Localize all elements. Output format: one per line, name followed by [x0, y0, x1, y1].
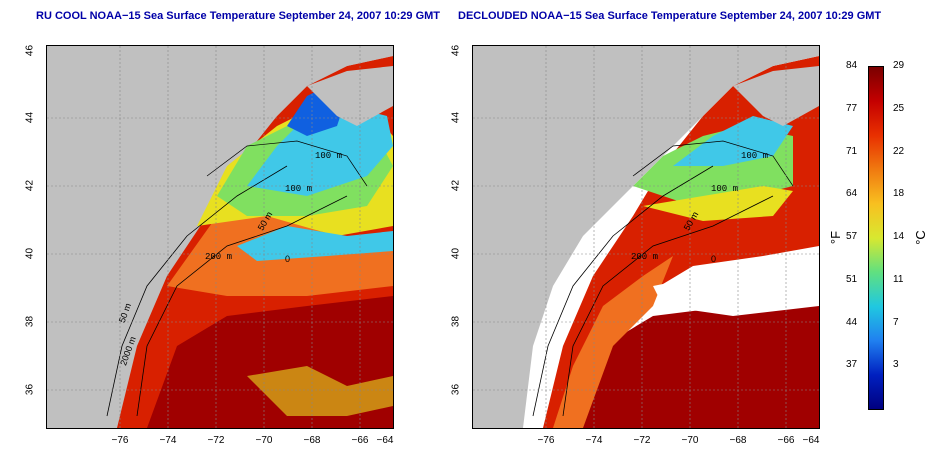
lat-tick: 46	[450, 44, 462, 57]
colorbar-f-label: 64	[846, 188, 858, 200]
colorbar-f-label: 71	[846, 145, 858, 157]
right-sst-map: 100 m 100 m 200 m 0 50 m	[472, 45, 820, 429]
colorbar-f-label: 51	[846, 273, 858, 285]
contour-label: 100 m	[711, 184, 739, 194]
lon-tick: −68	[303, 435, 321, 446]
colorbar-c-label: 22	[893, 145, 905, 157]
contour-label: 100 m	[285, 184, 313, 194]
contour-label: 100 m	[315, 151, 343, 161]
contour-label: 0	[285, 254, 291, 264]
colorbar-f-label: 84	[846, 60, 858, 71]
colorbar-f-label: 44	[846, 316, 858, 328]
colorbar-unit-c: °C	[912, 230, 928, 245]
left-sst-map: 100 m 100 m 200 m 0 50 m 50 m 2000 m	[46, 45, 394, 429]
right-sst-image	[473, 46, 819, 428]
lon-tick: −76	[111, 435, 129, 446]
lat-tick: 46	[24, 44, 36, 57]
lon-tick: −72	[207, 435, 225, 446]
left-panel-title: RU COOL NOAA−15 Sea Surface Temperature …	[36, 10, 441, 22]
left-sst-image	[47, 46, 393, 428]
lat-tick: 44	[24, 111, 36, 124]
lat-tick: 40	[450, 247, 462, 260]
colorbar-f-label: 37	[846, 359, 858, 371]
right-panel-title: DECLOUDED NOAA−15 Sea Surface Temperatur…	[458, 10, 882, 22]
colorbar-c-label: 18	[893, 188, 905, 200]
colorbar-unit-f: °F	[828, 230, 844, 245]
contour-label: 200 m	[631, 252, 659, 262]
lon-tick: −70	[255, 435, 273, 446]
contour-label: 100 m	[741, 151, 769, 161]
colorbar	[868, 66, 884, 410]
lon-tick: −66	[351, 435, 369, 446]
contour-label: 0	[711, 254, 717, 264]
lon-tick: −76	[537, 435, 555, 446]
colorbar-f-label: 77	[846, 102, 858, 114]
colorbar-c-label: 11	[893, 273, 904, 285]
colorbar-c-label: 14	[893, 231, 905, 242]
lat-tick: 42	[450, 179, 462, 192]
lat-tick: 44	[450, 111, 462, 124]
colorbar-c-label: 29	[893, 60, 905, 71]
lon-tick: −64	[802, 435, 820, 446]
lat-tick: 42	[24, 179, 36, 192]
lat-tick: 40	[24, 247, 36, 260]
lon-tick: −70	[681, 435, 699, 446]
lon-tick: −66	[777, 435, 795, 446]
lon-tick: −64	[376, 435, 394, 446]
contour-label: 200 m	[205, 252, 233, 262]
lat-tick: 36	[24, 383, 36, 396]
colorbar-f-label: 57	[846, 231, 858, 242]
colorbar-c-label: 25	[893, 102, 905, 114]
lon-tick: −72	[633, 435, 651, 446]
lat-tick: 38	[450, 315, 462, 328]
colorbar-c-label: 3	[893, 359, 899, 371]
lon-tick: −74	[585, 435, 603, 446]
colorbar-c-label: 7	[893, 316, 899, 328]
lat-tick: 38	[24, 315, 36, 328]
lon-tick: −74	[159, 435, 177, 446]
lon-tick: −68	[729, 435, 747, 446]
lat-tick: 36	[450, 383, 462, 396]
